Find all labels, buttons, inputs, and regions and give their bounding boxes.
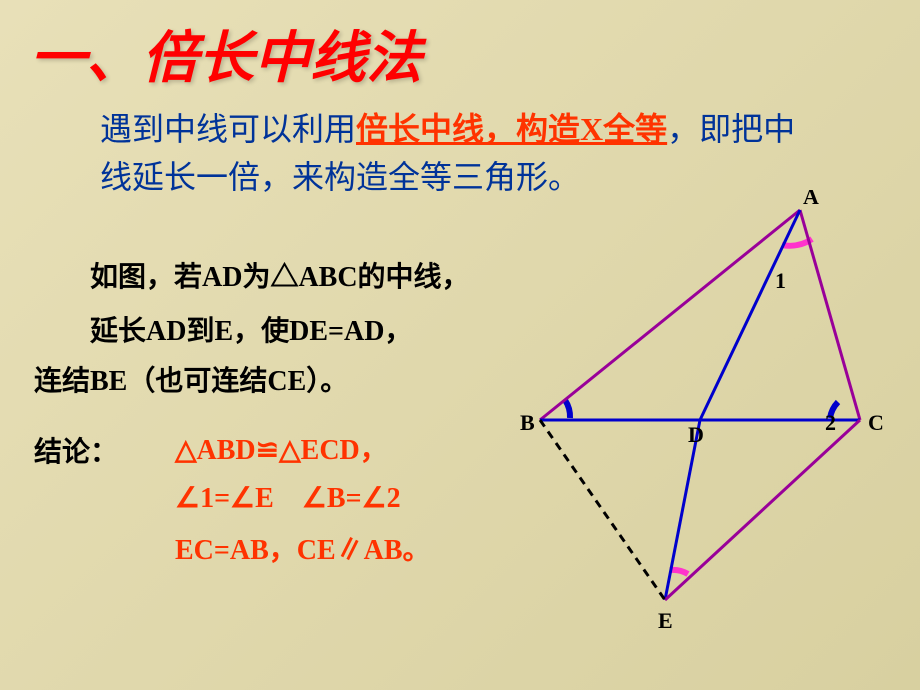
angle-arc-B xyxy=(565,400,570,418)
edge-AB xyxy=(540,210,800,420)
label-A: A xyxy=(803,190,819,209)
geometry-diagram: A B C D E 1 2 xyxy=(510,190,910,650)
intro-paragraph: 遇到中线可以利用倍长中线，构造X全等，即把中线延长一倍，来构造全等三角形。 xyxy=(100,105,800,201)
edge-AD xyxy=(700,210,800,420)
conclusion-1: △ABD≌△ECD， xyxy=(175,430,388,472)
label-D: D xyxy=(688,422,704,447)
conclusion-2: ∠1=∠E ∠B=∠2 xyxy=(175,478,401,520)
intro-prefix: 遇到中线可以利用 xyxy=(100,111,356,147)
conclusion-3: EC=AB，CE∥AB。 xyxy=(175,530,431,572)
label-angle-2: 2 xyxy=(825,410,836,435)
conclusion-label: 结论： xyxy=(34,430,118,470)
body-line-2: 延长AD到E，使DE=AD， xyxy=(90,312,412,351)
edge-BE xyxy=(540,420,665,600)
body-line-1: 如图，若AD为△ABC的中线， xyxy=(90,258,470,297)
label-angle-1: 1 xyxy=(775,268,786,293)
body-line-3: 连结BE（也可连结CE）。 xyxy=(34,362,348,401)
intro-highlight: 倍长中线，构造X全等 xyxy=(356,111,667,147)
label-C: C xyxy=(868,410,884,435)
label-E: E xyxy=(658,608,673,633)
angle-arc-E xyxy=(670,570,688,574)
section-title: 一、倍长中线法 xyxy=(30,15,510,105)
edge-AC xyxy=(800,210,860,420)
label-B: B xyxy=(520,410,535,435)
